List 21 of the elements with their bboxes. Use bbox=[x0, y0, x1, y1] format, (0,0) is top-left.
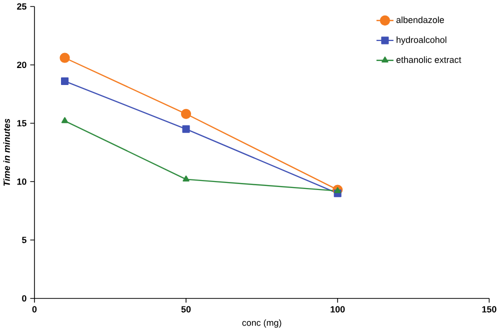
x-tick-label: 0 bbox=[32, 306, 37, 312]
y-tick-label: 25 bbox=[17, 3, 26, 10]
y-tick-label: 0 bbox=[22, 295, 26, 302]
y-axis-title: Time in minutes bbox=[3, 118, 10, 186]
point bbox=[180, 108, 192, 119]
x-axis-title: conc (mg) bbox=[242, 319, 282, 328]
legend-label: albendazole bbox=[396, 16, 444, 24]
y-tick-label: 15 bbox=[17, 120, 26, 126]
x-tick-label: 150 bbox=[482, 306, 496, 312]
y-tick-label: 10 bbox=[17, 178, 26, 185]
x-tick-label: 100 bbox=[330, 306, 345, 312]
y-tick-label: 5 bbox=[22, 236, 26, 244]
point bbox=[182, 125, 190, 133]
point bbox=[182, 176, 190, 182]
y-tick-label: 20 bbox=[17, 62, 26, 68]
point bbox=[61, 117, 68, 124]
legend-label: ethanolic extract bbox=[396, 56, 462, 63]
point bbox=[60, 52, 70, 63]
x-tick-label: 50 bbox=[181, 306, 191, 312]
legend-label: hydroalcohol bbox=[396, 36, 446, 45]
point bbox=[61, 77, 69, 85]
